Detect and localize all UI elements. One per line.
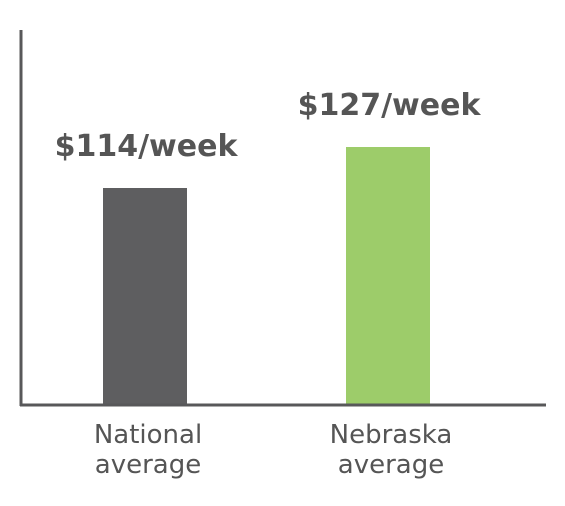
bar-national [103,188,187,405]
bar-nebraska [346,147,430,405]
category-label-line: average [338,450,444,480]
category-label-national: National average [94,420,202,480]
bars-group [103,147,430,405]
value-labels-group: $114/week $127/week [55,88,482,164]
value-label-nebraska: $127/week [298,88,482,123]
category-label-line: Nebraska [330,420,453,450]
category-label-line: National [94,420,202,450]
category-label-line: average [95,450,201,480]
value-label-national: $114/week [55,129,239,164]
category-label-nebraska: Nebraska average [330,420,453,480]
